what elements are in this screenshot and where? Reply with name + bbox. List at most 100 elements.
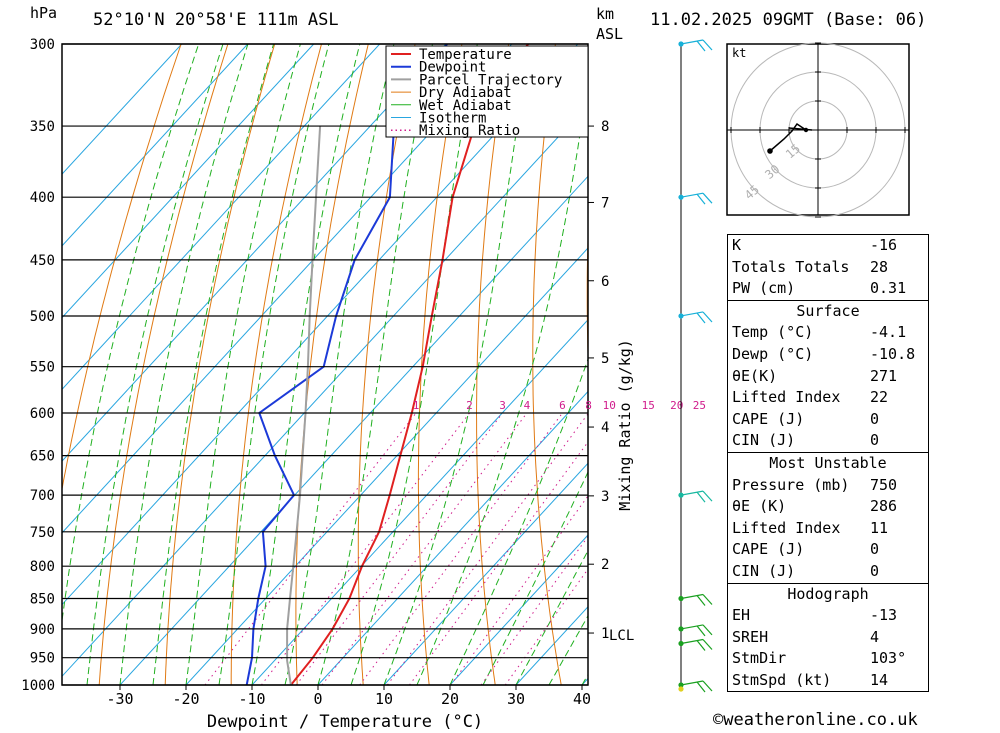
pressure-tick-label: 900: [30, 622, 55, 638]
index-label: StmDir: [732, 649, 787, 668]
mixing-ratio-label: 6: [559, 399, 566, 412]
wind-barb-staff: [680, 638, 704, 645]
wind-barb-staff: [680, 593, 704, 600]
hodograph-end-dot: [767, 148, 773, 154]
legend-entry: Parcel Trajectory: [419, 72, 562, 88]
mixing-ratio-line: [359, 412, 563, 685]
wet-adiabat: [449, 357, 588, 685]
wind-barb-staff: [680, 490, 704, 496]
index-label: CAPE (J): [732, 409, 805, 428]
dry-adiabat: [640, 44, 693, 685]
isotherm-line: [62, 44, 579, 606]
storm-motion-arrow: [788, 127, 813, 131]
height-km-label: 3: [601, 489, 609, 505]
isotherm-line: [317, 390, 588, 685]
index-row: CIN (J) 0: [728, 561, 928, 583]
mixing-ratio-label: 8: [585, 399, 592, 412]
temperature-tick-label: -10: [238, 690, 265, 708]
isotherm-line: [62, 44, 249, 247]
surface-title: Surface: [796, 301, 860, 320]
index-row: K -16: [728, 235, 928, 257]
mixing-ratio-axis-title: Mixing Ratio (g/kg): [616, 339, 634, 511]
index-row: StmSpd (kt) 14: [728, 670, 928, 692]
temperature-tick-label: 40: [573, 690, 591, 708]
wind-barb-feather: [702, 680, 713, 692]
wind-profile: [678, 39, 713, 693]
wind-barb-staff: [680, 680, 704, 686]
index-label: θE (K): [732, 497, 787, 516]
index-label: SREH: [732, 627, 769, 646]
legend-entry: Dewpoint: [419, 60, 486, 76]
wind-barb-feather: [702, 39, 713, 51]
index-value: 0: [870, 409, 880, 428]
hodograph-unit: kt: [732, 46, 746, 60]
mixing-ratio-line: [260, 412, 470, 685]
x-axis-title: Dewpoint / Temperature (°C): [207, 712, 483, 732]
isotherm-line: [62, 44, 513, 534]
wind-barb-feather: [702, 624, 713, 636]
index-value: 750: [870, 475, 898, 494]
pressure-tick-label: 550: [30, 360, 55, 376]
dry-adiabat: [977, 44, 1000, 685]
mixing-ratio-label: 1: [413, 399, 420, 412]
index-row: Lifted Index 22: [728, 387, 928, 409]
wind-barb-dot: [678, 640, 684, 647]
index-label: Temp (°C): [732, 323, 814, 342]
most-unstable-title: Most Unstable: [769, 453, 887, 472]
isotherm-line: [251, 319, 588, 685]
isotherm-line: [449, 534, 588, 685]
index-row: StmDir 103°: [728, 648, 928, 670]
credit-footer: ©weatheronline.co.uk: [713, 710, 918, 730]
mixing-ratio-line: [295, 412, 503, 685]
wind-barb-feather: [702, 311, 713, 323]
pressure-tick-label: 650: [30, 449, 55, 465]
dry-adiabat: [930, 44, 1000, 685]
pressure-tick-label: 600: [30, 406, 55, 422]
index-value: -13: [870, 606, 898, 625]
height-unit-km: km: [596, 5, 615, 23]
axes: 3003504004505005506006507007508008509009…: [21, 37, 634, 732]
temperature-tick-label: -30: [106, 690, 133, 708]
run-datetime: 11.02.2025 09GMT (Base: 06): [650, 10, 927, 30]
mixing-ratio-line: [321, 412, 528, 685]
pressure-tick-label: 400: [30, 190, 55, 206]
mixing-ratio-line: [504, 568, 588, 685]
legend-entry: Mixing Ratio: [419, 123, 520, 139]
wet-adiabat: [416, 80, 588, 685]
wind-barb-feather: [696, 491, 706, 503]
height-km-label: 7: [601, 195, 609, 211]
index-label: Lifted Index: [732, 388, 841, 407]
height-km-label: 4: [601, 420, 609, 436]
mixing-ratio-label: 25: [693, 399, 706, 412]
surface-wind-dot: [678, 686, 684, 692]
index-row: Temp (°C) -4.1: [728, 322, 928, 344]
index-row: CAPE (J) 0: [728, 539, 928, 561]
index-row: Lifted Index 11: [728, 518, 928, 540]
mixing-ratio-line: [409, 441, 588, 685]
index-value: 28: [870, 257, 889, 276]
index-value: 0: [870, 540, 880, 559]
pressure-tick-label: 800: [30, 559, 55, 575]
index-label: PW (cm): [732, 279, 796, 298]
wind-barb-staff: [680, 192, 704, 198]
hodograph-title: Hodograph: [787, 584, 869, 603]
index-row: Dewp (°C) -10.8: [728, 344, 928, 366]
mixing-ratio-labels: 1 2 3 4 6 8 10 15 20 25: [413, 399, 706, 412]
wet-adiabat: [251, 44, 361, 685]
index-row: CAPE (J) 0: [728, 409, 928, 431]
temperature-tick-label: 20: [441, 690, 459, 708]
index-label: Totals Totals: [732, 257, 850, 276]
isotherm-line: [62, 44, 447, 462]
index-row: Pressure (mb) 750: [728, 475, 928, 497]
index-label: CIN (J): [732, 431, 796, 450]
index-value: 14: [870, 670, 889, 689]
wet-adiabat: [383, 44, 531, 685]
pressure-tick-label: 850: [30, 591, 55, 607]
index-row: PW (cm) 0.31: [728, 278, 928, 300]
pressure-unit-label: hPa: [30, 4, 58, 22]
wet-adiabat: [350, 44, 478, 685]
wind-barb-feather: [696, 312, 706, 324]
station-location: 52°10'N 20°58'E 111m ASL: [93, 10, 339, 30]
